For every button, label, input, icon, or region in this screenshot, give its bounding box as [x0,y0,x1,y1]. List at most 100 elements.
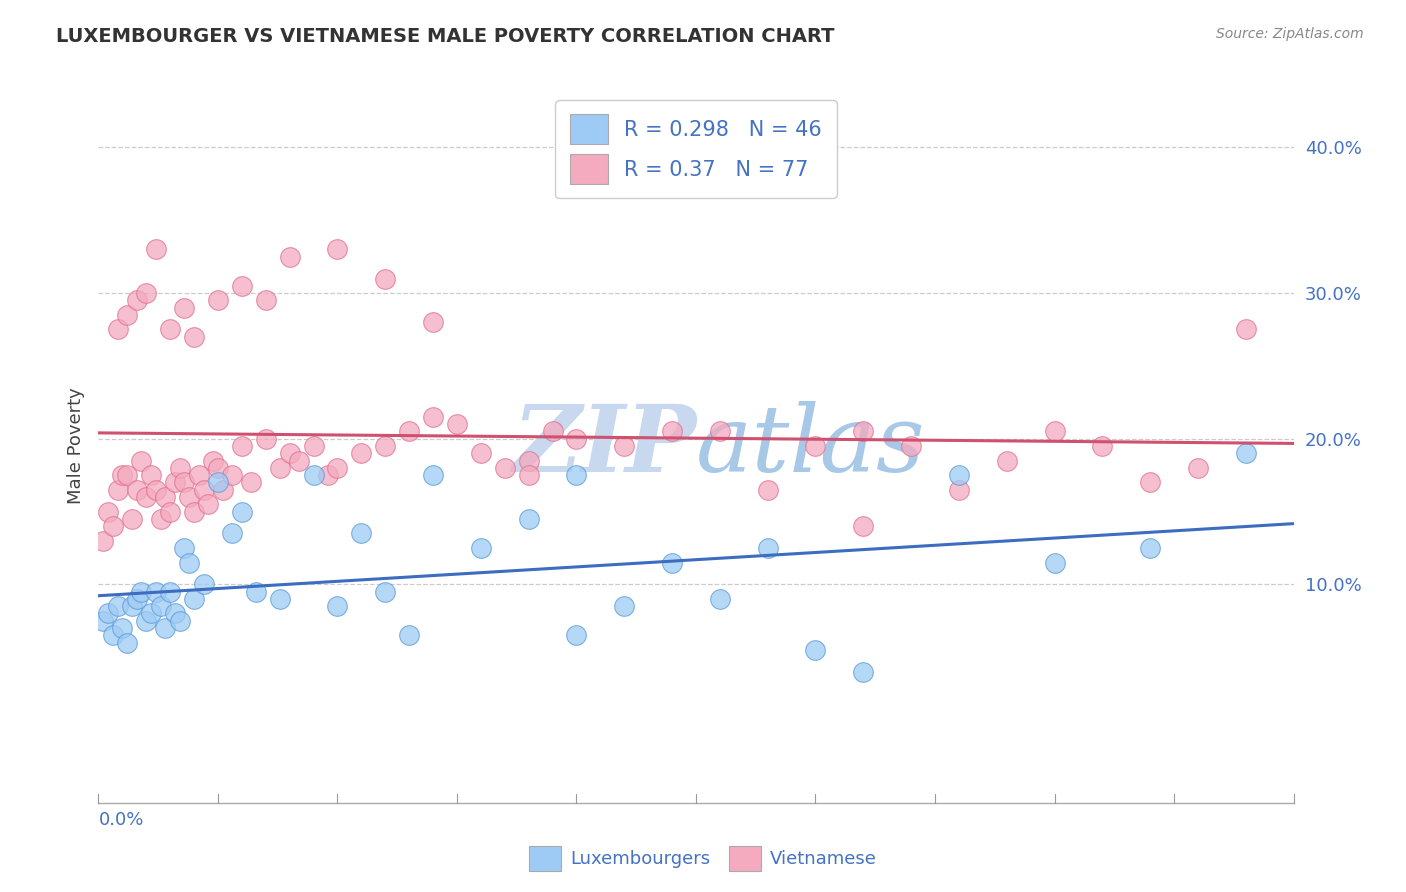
Point [121,599,143,614]
Point [187,468,209,483]
Point [446,417,468,432]
Text: ZIP: ZIP [512,401,696,491]
Point [155,621,177,635]
Point [565,432,588,446]
Point [245,584,267,599]
Point [269,591,291,606]
Point [193,483,215,497]
Point [709,425,731,439]
Point [131,453,153,467]
Point [139,468,162,483]
Point [197,497,219,511]
Point [398,628,420,642]
Text: atlas: atlas [696,401,925,491]
Point [565,628,588,642]
Point [1187,460,1209,475]
Point [115,468,138,483]
Point [159,504,181,518]
Point [422,409,444,424]
Point [422,315,444,329]
Point [326,599,349,614]
Point [111,468,134,483]
Point [326,460,349,475]
Point [288,453,311,467]
Point [398,425,420,439]
Point [145,584,167,599]
Point [202,453,225,467]
Point [97,607,120,621]
Point [1139,541,1161,555]
Point [278,250,301,264]
Point [159,584,181,599]
Point [709,591,731,606]
Point [173,541,195,555]
Point [254,432,277,446]
Point [302,439,325,453]
Point [350,526,373,541]
Point [107,599,129,614]
Point [1234,322,1257,336]
Point [852,425,875,439]
Point [155,490,177,504]
Point [852,665,875,679]
Point [207,475,229,490]
Point [254,293,277,308]
Point [517,453,540,467]
Point [613,599,636,614]
Point [494,460,516,475]
Point [948,483,970,497]
Point [948,468,970,483]
Point [207,460,229,475]
Point [231,439,253,453]
Point [565,468,588,483]
Point [211,483,233,497]
Legend: R = 0.298   N = 46, R = 0.37   N = 77: R = 0.298 N = 46, R = 0.37 N = 77 [555,100,837,198]
Point [661,556,683,570]
Point [125,483,148,497]
Point [374,439,396,453]
Point [115,635,138,649]
Point [900,439,922,453]
Point [302,468,325,483]
Point [804,643,827,657]
Point [183,330,205,344]
Point [121,512,143,526]
Text: Source: ZipAtlas.com: Source: ZipAtlas.com [1216,27,1364,41]
Point [995,453,1018,467]
Point [91,614,114,628]
Point [125,293,148,308]
Point [159,322,181,336]
Point [517,512,540,526]
Point [470,541,492,555]
Point [1043,425,1066,439]
Point [163,475,186,490]
Point [756,541,779,555]
Point [179,556,201,570]
Point [470,446,492,460]
Point [101,519,124,533]
Point [316,468,339,483]
Point [1043,556,1066,570]
Point [804,439,827,453]
Point [135,490,157,504]
Point [97,504,120,518]
Point [231,504,253,518]
Point [422,468,444,483]
Point [207,293,229,308]
Point [163,607,186,621]
Point [173,475,195,490]
Text: LUXEMBOURGER VS VIETNAMESE MALE POVERTY CORRELATION CHART: LUXEMBOURGER VS VIETNAMESE MALE POVERTY … [56,27,835,45]
Point [145,243,167,257]
Point [101,628,124,642]
Point [278,446,301,460]
Point [91,533,114,548]
Point [125,591,148,606]
Point [135,286,157,301]
Point [131,584,153,599]
Point [240,475,263,490]
Point [231,278,253,293]
Point [221,468,243,483]
Point [756,483,779,497]
Point [145,483,167,497]
Point [541,425,564,439]
